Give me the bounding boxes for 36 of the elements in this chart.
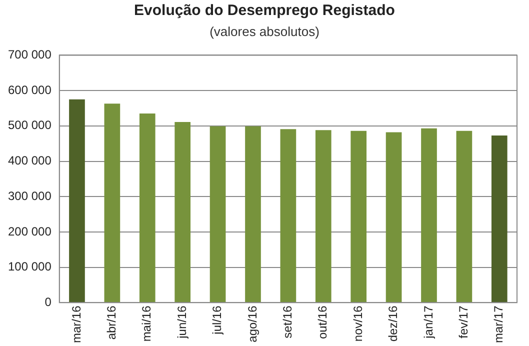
bar [139, 114, 156, 302]
x-tick-label: jan/17 [421, 305, 436, 340]
y-tick-label: 200 000 [8, 224, 52, 238]
y-tick-label: 400 000 [8, 154, 52, 168]
bar [104, 104, 120, 302]
bar [421, 128, 437, 302]
chart-title: Evolução do Desemprego Registado [133, 2, 396, 19]
bar [245, 126, 261, 302]
bar [386, 132, 402, 302]
x-tick-label: mar/16 [69, 305, 84, 344]
x-tick-label: out/16 [316, 305, 330, 340]
bar [491, 135, 508, 302]
y-tick-label: 100 000 [8, 260, 52, 274]
x-tick-label: ago/16 [245, 305, 260, 342]
bar [280, 129, 296, 302]
x-tick-label: fev/17 [456, 305, 471, 338]
bar [456, 130, 472, 302]
x-tick-label: jun/16 [174, 305, 189, 340]
y-tick-label: 0 [44, 294, 52, 309]
y-tick-label: 500 000 [8, 118, 52, 132]
chart-subtitle: (valores absolutos) [208, 24, 320, 39]
x-tick-label: jul/16 [210, 305, 224, 336]
bar [315, 130, 332, 302]
x-tick-label: dez/16 [386, 305, 400, 342]
y-tick-label: 600 000 [8, 82, 52, 97]
y-tick-label: 700 000 [8, 48, 52, 62]
bar [210, 126, 226, 302]
x-tick-label: mai/16 [140, 305, 154, 342]
x-tick-label: mar/17 [492, 305, 506, 344]
bar [174, 122, 191, 302]
x-tick-label: abr/16 [104, 305, 118, 340]
y-tick-label: 300 000 [8, 188, 52, 203]
bar [69, 99, 85, 302]
bar [350, 130, 367, 302]
x-tick-label: set/16 [280, 305, 294, 338]
x-tick-label: nov/16 [350, 305, 365, 342]
